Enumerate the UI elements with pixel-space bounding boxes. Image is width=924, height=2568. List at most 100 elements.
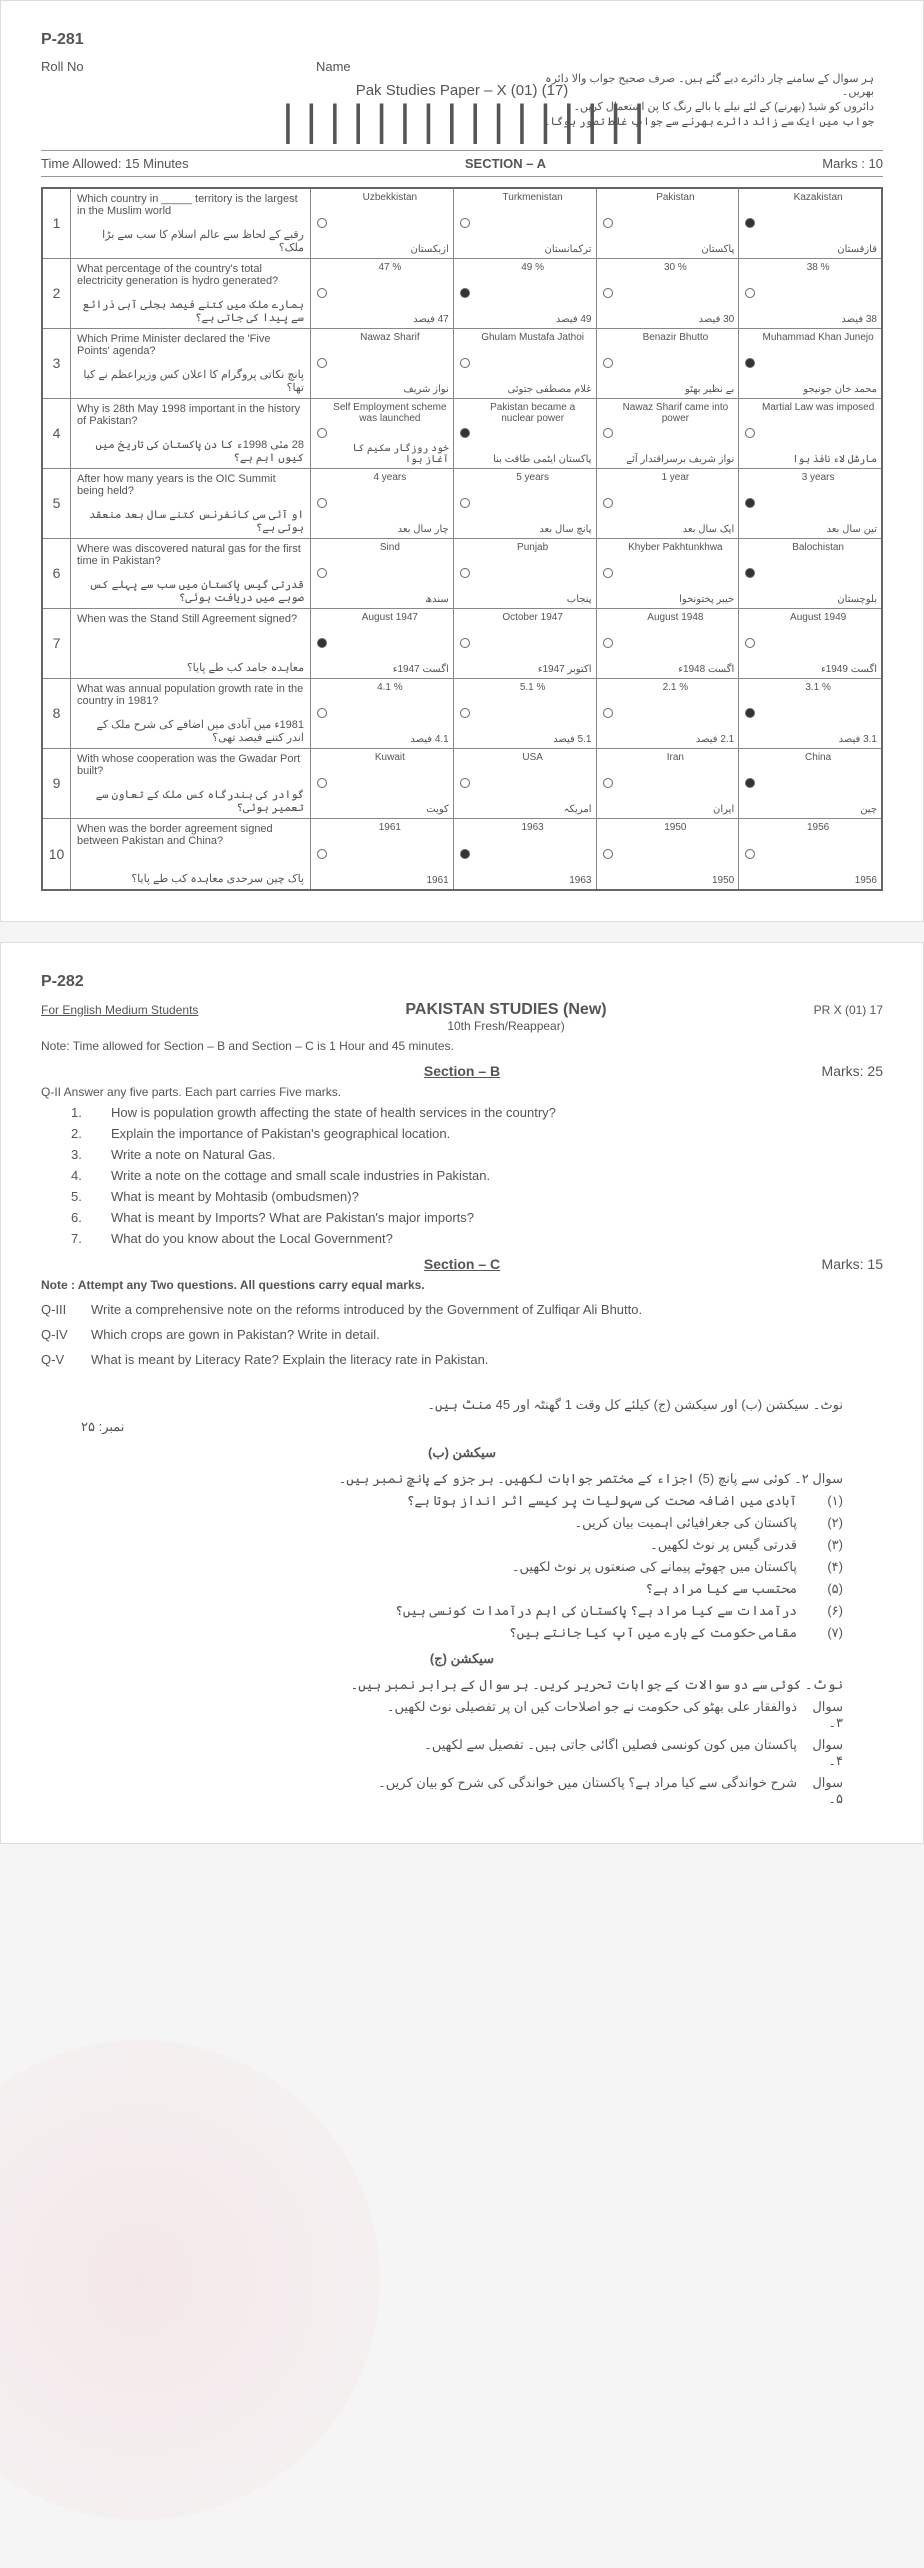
- short-question: 1.How is population growth affecting the…: [71, 1105, 883, 1120]
- option[interactable]: 3.1 %3.1 فیصد: [739, 679, 881, 748]
- options-group: 4.1 %4.1 فیصد5.1 %5.1 فیصد2.1 %2.1 فیصد3…: [311, 679, 881, 748]
- radio-bubble[interactable]: [317, 708, 327, 718]
- radio-bubble[interactable]: [603, 849, 613, 859]
- option[interactable]: 19631963: [454, 819, 597, 889]
- radio-bubble[interactable]: [745, 218, 755, 228]
- exam-page-2: P-282 For English Medium Students PAKIST…: [0, 942, 924, 1844]
- option[interactable]: Pakistanپاکستان: [597, 189, 740, 258]
- option[interactable]: August 1949اگست 1949ء: [739, 609, 881, 678]
- radio-bubble[interactable]: [745, 568, 755, 578]
- radio-bubble[interactable]: [745, 288, 755, 298]
- section-a-label: SECTION – A: [465, 156, 546, 171]
- option[interactable]: 49 %49 فیصد: [454, 259, 597, 328]
- radio-bubble[interactable]: [603, 428, 613, 438]
- option[interactable]: USAامریکہ: [454, 749, 597, 818]
- radio-bubble[interactable]: [460, 638, 470, 648]
- radio-bubble[interactable]: [745, 428, 755, 438]
- option[interactable]: 5 yearsپانچ سال بعد: [454, 469, 597, 538]
- options-group: 19611961196319631950195019561956: [311, 819, 881, 889]
- q2-instruction: Q-II Answer any five parts. Each part ca…: [41, 1085, 883, 1099]
- radio-bubble[interactable]: [317, 288, 327, 298]
- option[interactable]: August 1948اگست 1948ء: [597, 609, 740, 678]
- radio-bubble[interactable]: [745, 849, 755, 859]
- option[interactable]: Chinaچین: [739, 749, 881, 818]
- meta-row: Time Allowed: 15 Minutes SECTION – A Mar…: [41, 150, 883, 177]
- radio-bubble[interactable]: [603, 288, 613, 298]
- radio-bubble[interactable]: [603, 778, 613, 788]
- option[interactable]: Uzbekkistanازبکستان: [311, 189, 454, 258]
- radio-bubble[interactable]: [603, 638, 613, 648]
- question-text: Which Prime Minister declared the 'Five …: [71, 329, 311, 398]
- radio-bubble[interactable]: [317, 428, 327, 438]
- radio-bubble[interactable]: [460, 568, 470, 578]
- radio-bubble[interactable]: [460, 708, 470, 718]
- option[interactable]: 3 yearsتین سال بعد: [739, 469, 881, 538]
- option[interactable]: 19501950: [597, 819, 740, 889]
- options-group: 4 yearsچار سال بعد5 yearsپانچ سال بعد1 y…: [311, 469, 881, 538]
- question-number: 7: [43, 609, 71, 678]
- option[interactable]: Kazakistanقازقستان: [739, 189, 881, 258]
- radio-bubble[interactable]: [745, 358, 755, 368]
- option[interactable]: Pakistan became a nuclear powerپاکستان ا…: [454, 399, 597, 468]
- radio-bubble[interactable]: [460, 428, 470, 438]
- radio-bubble[interactable]: [317, 218, 327, 228]
- option[interactable]: Punjabپنجاب: [454, 539, 597, 608]
- option[interactable]: 47 %47 فیصد: [311, 259, 454, 328]
- option[interactable]: 30 %30 فیصد: [597, 259, 740, 328]
- radio-bubble[interactable]: [745, 778, 755, 788]
- radio-bubble[interactable]: [317, 498, 327, 508]
- options-group: August 1947اگست 1947ءOctober 1947اکتوبر …: [311, 609, 881, 678]
- option[interactable]: August 1947اگست 1947ء: [311, 609, 454, 678]
- option[interactable]: Sindسندھ: [311, 539, 454, 608]
- question-text: With whose cooperation was the Gwadar Po…: [71, 749, 311, 818]
- option[interactable]: 4 yearsچار سال بعد: [311, 469, 454, 538]
- urdu-short-question: (۱)آبادی میں اضافہ صحت کی سہولیات پر کیس…: [81, 1493, 843, 1509]
- option[interactable]: 5.1 %5.1 فیصد: [454, 679, 597, 748]
- mcq-row: 9With whose cooperation was the Gwadar P…: [43, 749, 881, 819]
- radio-bubble[interactable]: [603, 498, 613, 508]
- radio-bubble[interactable]: [317, 778, 327, 788]
- short-question: 3.Write a note on Natural Gas.: [71, 1147, 883, 1162]
- radio-bubble[interactable]: [745, 638, 755, 648]
- radio-bubble[interactable]: [745, 498, 755, 508]
- radio-bubble[interactable]: [603, 568, 613, 578]
- radio-bubble[interactable]: [317, 568, 327, 578]
- option[interactable]: Benazir Bhuttoبے نظیر بھٹو: [597, 329, 740, 398]
- mcq-row: 7When was the Stand Still Agreement sign…: [43, 609, 881, 679]
- option[interactable]: 19561956: [739, 819, 881, 889]
- radio-bubble[interactable]: [745, 708, 755, 718]
- marks-b: Marks: 25: [822, 1063, 883, 1079]
- radio-bubble[interactable]: [460, 849, 470, 859]
- radio-bubble[interactable]: [603, 218, 613, 228]
- option[interactable]: Nawaz Sharifنواز شریف: [311, 329, 454, 398]
- option[interactable]: 19611961: [311, 819, 454, 889]
- option[interactable]: Turkmenistanترکمانستان: [454, 189, 597, 258]
- option[interactable]: Nawaz Sharif came into powerنواز شریف بر…: [597, 399, 740, 468]
- radio-bubble[interactable]: [317, 849, 327, 859]
- option[interactable]: October 1947اکتوبر 1947ء: [454, 609, 597, 678]
- option[interactable]: Balochistanبلوچستان: [739, 539, 881, 608]
- option[interactable]: Iranایران: [597, 749, 740, 818]
- radio-bubble[interactable]: [460, 778, 470, 788]
- option[interactable]: 2.1 %2.1 فیصد: [597, 679, 740, 748]
- radio-bubble[interactable]: [603, 708, 613, 718]
- short-question: 7.What do you know about the Local Gover…: [71, 1231, 883, 1246]
- radio-bubble[interactable]: [460, 288, 470, 298]
- option[interactable]: Martial Law was imposedمارشل لاء نافذ ہو…: [739, 399, 881, 468]
- question-text: When was the border agreement signed bet…: [71, 819, 311, 889]
- radio-bubble[interactable]: [603, 358, 613, 368]
- options-group: UzbekkistanازبکستانTurkmenistanترکمانستا…: [311, 189, 881, 258]
- option[interactable]: Kuwaitکویت: [311, 749, 454, 818]
- option[interactable]: Self Employment scheme was launchedخود ر…: [311, 399, 454, 468]
- option[interactable]: 4.1 %4.1 فیصد: [311, 679, 454, 748]
- option[interactable]: Muhammad Khan Junejoمحمد خان جونیجو: [739, 329, 881, 398]
- radio-bubble[interactable]: [317, 358, 327, 368]
- option[interactable]: 38 %38 فیصد: [739, 259, 881, 328]
- option[interactable]: 1 yearایک سال بعد: [597, 469, 740, 538]
- option[interactable]: Ghulam Mustafa Jathoiغلام مصطفی جتوئی: [454, 329, 597, 398]
- radio-bubble[interactable]: [460, 218, 470, 228]
- radio-bubble[interactable]: [317, 638, 327, 648]
- option[interactable]: Khyber Pakhtunkhwaخیبر پختونخوا: [597, 539, 740, 608]
- radio-bubble[interactable]: [460, 498, 470, 508]
- radio-bubble[interactable]: [460, 358, 470, 368]
